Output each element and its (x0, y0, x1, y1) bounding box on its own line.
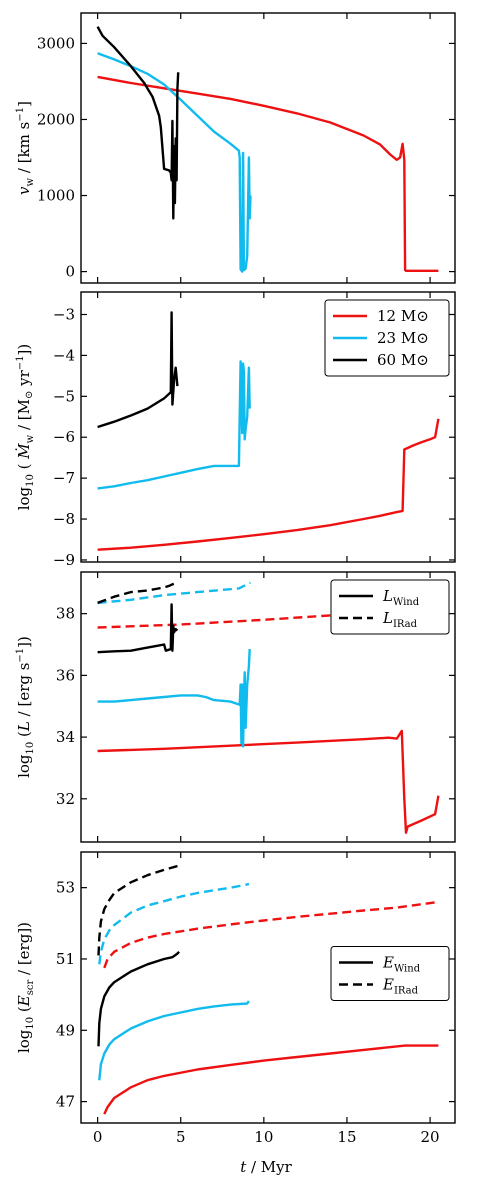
x-tick-label: 10 (254, 1128, 273, 1146)
y-tick-label: 2000 (37, 110, 75, 128)
series-line-3-6 (97, 581, 178, 605)
legend-box (330, 945, 450, 1001)
label-part: log (15, 754, 33, 778)
x-tick-label: 20 (421, 1128, 440, 1146)
x-tick-label: 5 (176, 1128, 186, 1146)
series-line-1-1 (97, 75, 439, 272)
legend-label: 12 M⊙ (377, 307, 429, 325)
series-line-4-4 (98, 882, 250, 965)
legend-label: LIRad (382, 609, 418, 630)
y-tick-label: 32 (56, 790, 75, 808)
label-part: ( (15, 731, 33, 742)
label-part: / [erg s (15, 663, 33, 722)
y-tick-label: −6 (53, 428, 75, 446)
series-line-2-2 (97, 360, 251, 490)
y-tick-label: 51 (56, 950, 75, 968)
panel-2: −9 −8 −7 −6 −5 −4 −3 log10 ( Ṁw / [M⊙ yr−1]) 12 … (15, 291, 456, 569)
label-part: / [erg]) (15, 922, 33, 980)
series-line-4-5 (97, 950, 180, 1047)
label-symbol: v (15, 186, 33, 195)
y-tick-label: −7 (53, 469, 75, 487)
label-part: ]) (15, 344, 33, 356)
y-tick-label: 1000 (37, 187, 75, 205)
series-line-3-3 (97, 649, 251, 748)
y-tick-label: −9 (53, 551, 75, 569)
y-tick-label: −3 (53, 306, 75, 324)
y-tick-label: −5 (53, 387, 75, 405)
label-part: ]) (15, 636, 33, 648)
series-line-2-3 (97, 311, 179, 429)
series-line-4-3 (98, 1000, 250, 1081)
label-part: / [km s (15, 122, 33, 178)
label-sub: 10 (25, 474, 36, 487)
y-tick-label: −4 (53, 346, 75, 364)
y-axis-label: log10 (L / [erg s−1]) (15, 636, 36, 778)
legend-label: 60 M⊙ (377, 351, 429, 369)
y-tick-label: 49 (56, 1021, 75, 1039)
y-tick-label: 38 (56, 605, 75, 623)
legend-box (330, 579, 450, 635)
label-symbol: E (15, 995, 33, 1007)
y-tick-label: 53 (56, 879, 75, 897)
x-tick-label: 0 (93, 1128, 103, 1146)
label-part: log (15, 486, 33, 510)
label-part: ( (15, 1006, 33, 1017)
series-line-2-1 (97, 418, 440, 551)
y-axis-label: log10 (Escr / [erg]) (15, 922, 36, 1053)
label-sub: 10 (25, 742, 36, 755)
y-axis-label: vw / [km s−1] (15, 101, 36, 195)
legend-label: LWind (382, 587, 420, 608)
panel-1: 0 1000 2000 3000 vw / [km s−1] (15, 12, 456, 284)
panel-frame (80, 291, 456, 563)
x-tick-label: 15 (337, 1128, 356, 1146)
label-sun: ⊙ (24, 391, 35, 399)
label-part: / [M (15, 399, 33, 435)
label-sup: −1 (15, 648, 26, 663)
y-tick-label: −8 (53, 510, 75, 528)
panel-frame (80, 571, 456, 843)
series-line-3-1 (97, 729, 440, 834)
series-group (97, 864, 439, 1115)
panel-frame (80, 12, 456, 284)
label-symbol: Ṁ (15, 443, 33, 460)
label-sub: w (25, 434, 36, 443)
legend-label: EIRad (382, 975, 419, 996)
series-line-1-3 (96, 26, 180, 220)
label-symbol: L (15, 721, 33, 732)
x-axis-label: t / Myr (240, 1158, 292, 1176)
y-tick-label: 0 (65, 263, 75, 281)
series-line-4-2 (103, 900, 439, 969)
label-sub: w (25, 177, 36, 186)
series-line-1-2 (97, 52, 252, 273)
y-tick-label: 47 (56, 1093, 75, 1111)
legend: 12 M⊙ 23 M⊙ 60 M⊙ (324, 299, 450, 377)
label-part: yr (15, 369, 33, 390)
label-sup: −1 (15, 107, 26, 122)
series-group (96, 26, 439, 273)
panel-frame (80, 851, 456, 1124)
label-sub: scr (25, 980, 36, 996)
y-tick-label: 3000 (37, 34, 75, 52)
label-part: ] (15, 101, 33, 107)
label-sup: −1 (15, 355, 26, 370)
series-line-3-5 (97, 603, 179, 654)
legend-label: EWind (382, 953, 421, 974)
y-tick-label: 36 (56, 666, 75, 684)
y-tick-label: 34 (56, 728, 75, 746)
legend-label: 23 M⊙ (377, 329, 429, 347)
legend-box (324, 299, 450, 377)
y-axis-label: log10 ( Ṁw / [M⊙ yr−1]) (15, 344, 36, 511)
series-line-4-1 (103, 1044, 439, 1115)
label-sub: 10 (25, 1017, 36, 1030)
label-part: log (15, 1029, 33, 1053)
series-line-4-6 (97, 864, 180, 956)
label-part: ( (15, 459, 33, 474)
series-line-3-4 (97, 581, 251, 605)
series-group (97, 311, 440, 551)
